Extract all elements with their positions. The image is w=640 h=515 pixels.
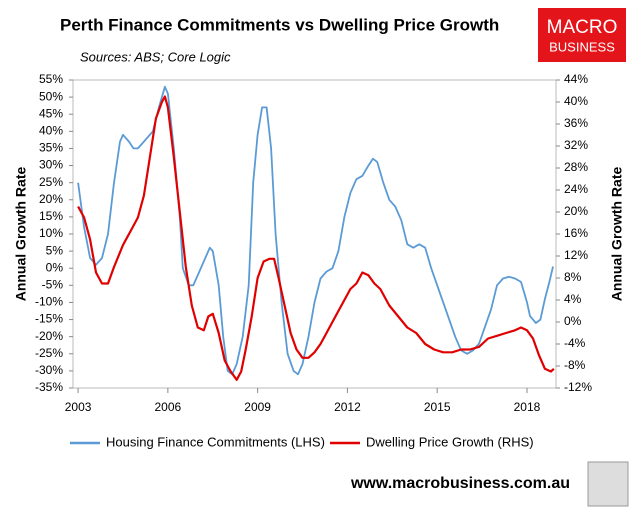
y-tick-label: -10% [35, 295, 63, 309]
y-tick-label: -25% [35, 346, 63, 360]
x-tick-label: 2015 [424, 400, 451, 414]
y2-tick-label: -4% [564, 336, 586, 350]
x-tick-label: 2003 [65, 400, 92, 414]
x-tick-label: 2012 [334, 400, 361, 414]
y2-tick-label: 12% [564, 248, 588, 262]
data-line [77, 95, 555, 381]
logo-box [538, 8, 626, 62]
x-tick-label: 2006 [155, 400, 182, 414]
y2-tick-label: 24% [564, 182, 588, 196]
y2-tick-label: 36% [564, 116, 588, 130]
y-tick-label: 35% [39, 141, 63, 155]
y-tick-label: -30% [35, 363, 63, 377]
y-tick-label: 20% [39, 192, 63, 206]
y2-tick-label: -12% [564, 380, 592, 394]
x-tick-label: 2018 [514, 400, 541, 414]
legend-label: Housing Finance Commitments (LHS) [106, 434, 325, 449]
y2-tick-label: 8% [564, 270, 582, 284]
y-tick-label: -15% [35, 312, 63, 326]
y2-tick-label: 28% [564, 160, 588, 174]
y-tick-label: 25% [39, 175, 63, 189]
y-tick-label: 15% [39, 209, 63, 223]
logo-icon [587, 461, 629, 507]
y2-axis-label: Annual Growth Rate [609, 167, 625, 302]
y-tick-label: -35% [35, 380, 63, 394]
y-tick-label: 10% [39, 226, 63, 240]
y-tick-label: 5% [46, 243, 64, 257]
y2-tick-label: 0% [564, 314, 582, 328]
y2-tick-label: 32% [564, 138, 588, 152]
y-tick-label: 55% [39, 72, 63, 86]
y-tick-label: -20% [35, 329, 63, 343]
y2-tick-label: 40% [564, 94, 588, 108]
y2-tick-label: 44% [564, 72, 588, 86]
y2-tick-label: 4% [564, 292, 582, 306]
x-tick-label: 2009 [244, 400, 271, 414]
y-tick-label: 40% [39, 124, 63, 138]
y-tick-label: -5% [42, 278, 64, 292]
logo-text: BUSINESS [549, 39, 615, 54]
chart-title: Perth Finance Commitments vs Dwelling Pr… [60, 15, 499, 34]
logo-text: MACRO [547, 17, 618, 38]
y-axis-label: Annual Growth Rate [13, 167, 29, 302]
y2-tick-label: 20% [564, 204, 588, 218]
y-tick-label: 0% [46, 260, 64, 274]
y2-tick-label: -8% [564, 358, 586, 372]
chart-subtitle: Sources: ABS; Core Logic [80, 49, 231, 64]
y-tick-label: 50% [39, 89, 63, 103]
y2-tick-label: 16% [564, 226, 588, 240]
legend-label: Dwelling Price Growth (RHS) [366, 434, 534, 449]
footer: www.macrobusiness.com.au [350, 475, 570, 492]
y-tick-label: 45% [39, 106, 63, 120]
y-tick-label: 30% [39, 158, 63, 172]
